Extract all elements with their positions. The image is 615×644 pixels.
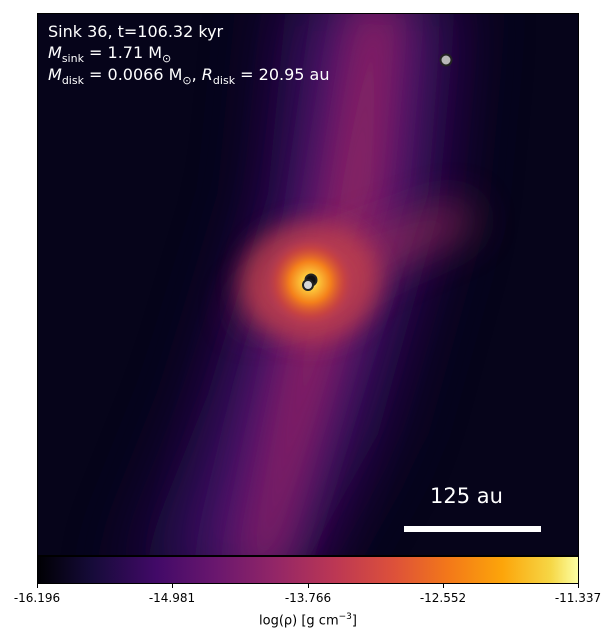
disk-mass-sun-subscript: ⊙: [182, 74, 192, 88]
colorbar-tick: [172, 584, 173, 588]
sink-mass-line: Msink = 1.71 M⊙: [48, 43, 171, 69]
colorbar-tick-label: -11.337: [554, 591, 602, 605]
disk-radius-value: = 20.95 au: [235, 65, 330, 84]
colorbar-tick: [443, 584, 444, 588]
colorbar-label-prefix: log(ρ) [g cm: [259, 613, 339, 629]
sink-info-line: Sink 36, t=106.32 kyr: [48, 22, 224, 41]
colorbar-tick-label: -14.981: [148, 591, 196, 605]
disk-info-line: Mdisk = 0.0066 M⊙, Rdisk = 20.95 au: [48, 65, 329, 91]
colorbar-tick-label: -12.552: [419, 591, 467, 605]
scale-bar-label: 125 au: [430, 484, 503, 508]
disk-separator: ,: [191, 65, 202, 84]
sink-mass-symbol: M: [48, 43, 62, 62]
colorbar-tick: [308, 584, 309, 588]
disk-mass-value: = 0.0066 M: [83, 65, 183, 84]
colorbar-tick: [37, 584, 38, 588]
sink-mass-value: = 1.71 M: [83, 43, 163, 62]
density-image: [38, 14, 578, 555]
scale-bar: [404, 526, 541, 532]
disk-radius-symbol: R: [201, 65, 213, 84]
colorbar-label-suffix: ]: [351, 613, 357, 629]
density-map: Sink 36, t=106.32 kyr Msink = 1.71 M⊙ Md…: [37, 13, 579, 556]
colorbar-tick-label: -16.196: [13, 591, 61, 605]
sink-marker: [302, 279, 314, 291]
colorbar: [37, 556, 579, 584]
disk-radius-subscript: disk: [212, 74, 236, 88]
colorbar-label: log(ρ) [g cm−3]: [259, 612, 357, 628]
colorbar-tick-label: -13.766: [284, 591, 332, 605]
colorbar-tick: [578, 584, 579, 588]
disk-mass-subscript: disk: [61, 74, 84, 88]
disk-mass-symbol: M: [48, 65, 62, 84]
sink-mass-subscript: sink: [61, 52, 84, 66]
sink-marker: [439, 53, 453, 67]
sink-mass-sun-subscript: ⊙: [162, 52, 172, 66]
colorbar-label-exponent: −3: [338, 612, 352, 622]
